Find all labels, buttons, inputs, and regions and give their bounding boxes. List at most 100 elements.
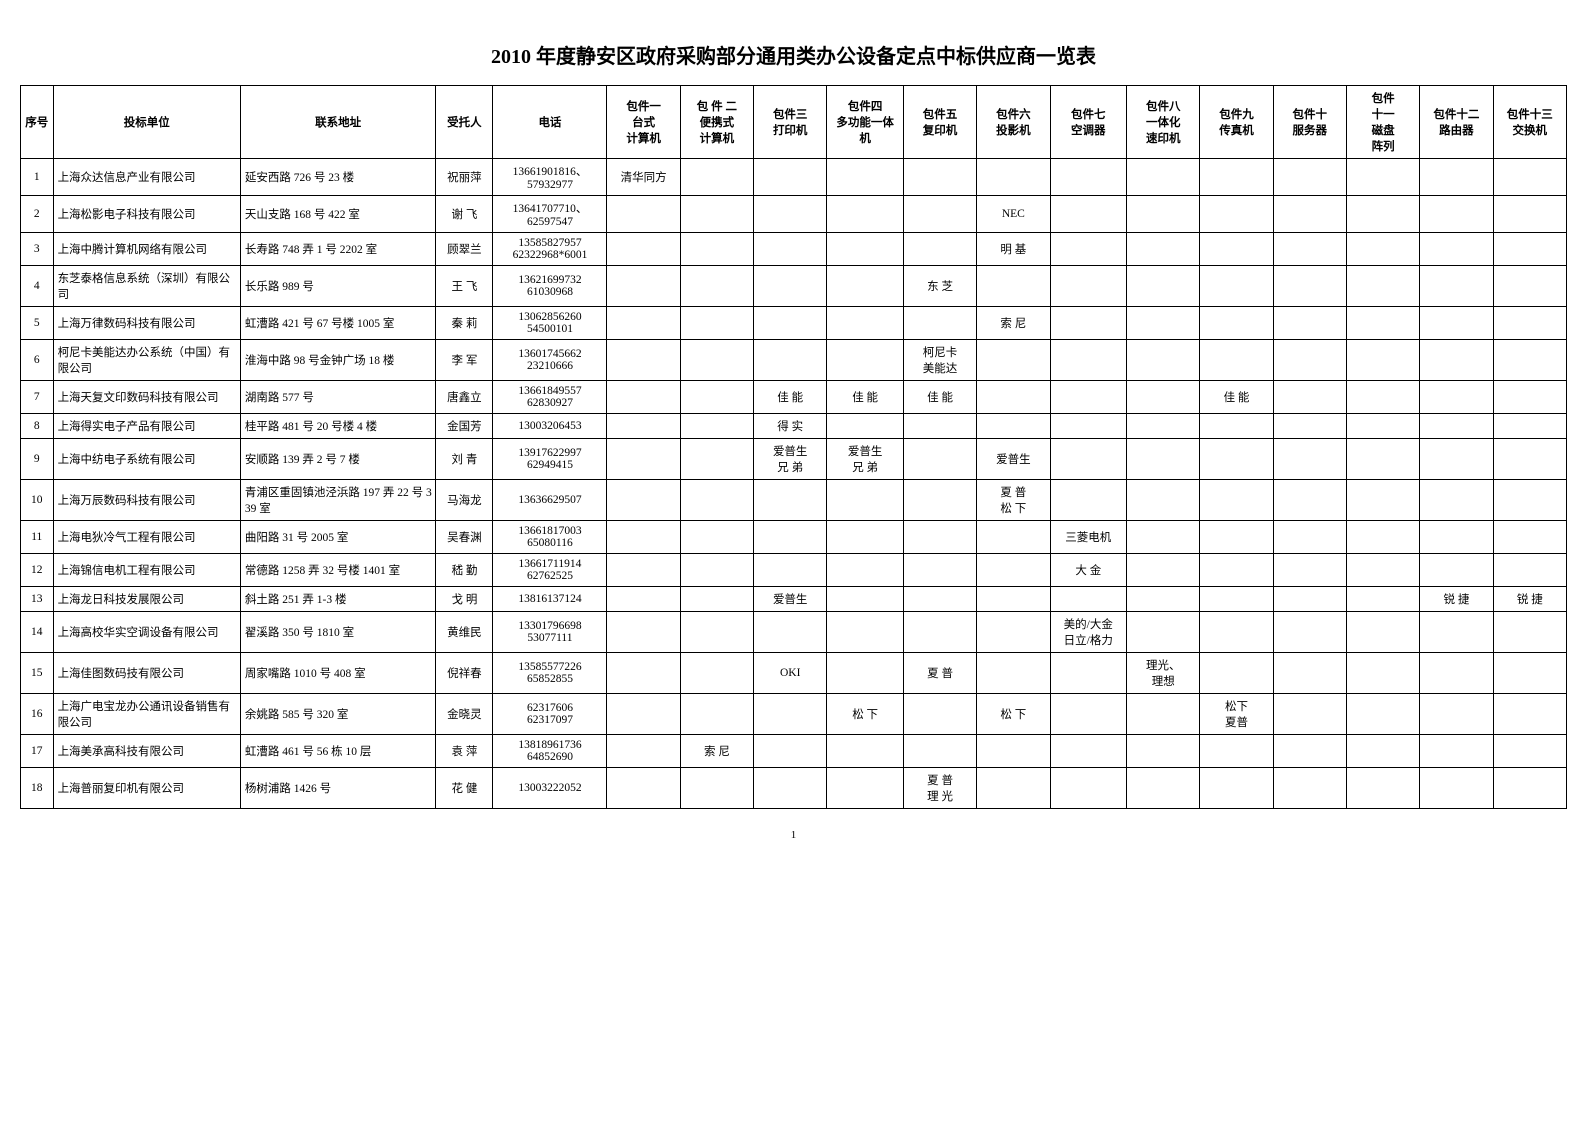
cell-c7 [1050, 735, 1127, 768]
cell-c9 [1200, 233, 1273, 266]
cell-c9 [1200, 587, 1273, 612]
cell-c8 [1127, 159, 1200, 196]
cell-person: 王 飞 [436, 266, 493, 307]
cell-c1 [607, 307, 680, 340]
th-c9: 包件九传真机 [1200, 86, 1273, 159]
cell-unit: 上海松影电子科技有限公司 [53, 196, 240, 233]
cell-c7: 三菱电机 [1050, 521, 1127, 554]
cell-c12 [1420, 266, 1493, 307]
cell-c10 [1273, 768, 1346, 809]
cell-c5 [903, 414, 976, 439]
cell-c11 [1346, 587, 1419, 612]
cell-c10 [1273, 381, 1346, 414]
cell-c8 [1127, 521, 1200, 554]
cell-c3: 爱普生兄 弟 [754, 439, 827, 480]
cell-c13 [1493, 266, 1566, 307]
cell-c11 [1346, 340, 1419, 381]
cell-addr: 周家嘴路 1010 号 408 室 [240, 653, 436, 694]
cell-c13 [1493, 735, 1566, 768]
cell-c13 [1493, 554, 1566, 587]
cell-c9 [1200, 554, 1273, 587]
cell-c13: 锐 捷 [1493, 587, 1566, 612]
cell-addr: 斜土路 251 弄 1-3 楼 [240, 587, 436, 612]
cell-c9: 佳 能 [1200, 381, 1273, 414]
cell-c13 [1493, 521, 1566, 554]
cell-c1 [607, 612, 680, 653]
cell-c3 [754, 521, 827, 554]
cell-c4 [827, 233, 904, 266]
cell-unit: 上海中纺电子系统有限公司 [53, 439, 240, 480]
cell-person: 唐鑫立 [436, 381, 493, 414]
cell-c13 [1493, 340, 1566, 381]
cell-person: 秦 莉 [436, 307, 493, 340]
cell-c6: 夏 普松 下 [977, 480, 1050, 521]
cell-c4 [827, 521, 904, 554]
th-c12: 包件十二路由器 [1420, 86, 1493, 159]
th-c7: 包件七空调器 [1050, 86, 1127, 159]
cell-person: 谢 飞 [436, 196, 493, 233]
cell-c6 [977, 340, 1050, 381]
cell-person: 倪祥春 [436, 653, 493, 694]
cell-unit: 上海美承高科技有限公司 [53, 735, 240, 768]
cell-c12: 锐 捷 [1420, 587, 1493, 612]
table-row: 4东芝泰格信息系统（深圳）有限公司长乐路 989 号王 飞13621699732… [21, 266, 1567, 307]
table-row: 10上海万辰数码科技有限公司青浦区重固镇池泾浜路 197 弄 22 号 339 … [21, 480, 1567, 521]
cell-c9 [1200, 340, 1273, 381]
cell-addr: 湖南路 577 号 [240, 381, 436, 414]
cell-phone: 1366181700365080116 [493, 521, 607, 554]
cell-c13 [1493, 694, 1566, 735]
cell-c3: 佳 能 [754, 381, 827, 414]
cell-c9 [1200, 439, 1273, 480]
cell-c2 [680, 233, 753, 266]
cell-c1 [607, 266, 680, 307]
cell-c5: 夏 普 [903, 653, 976, 694]
cell-c11 [1346, 554, 1419, 587]
cell-seq: 10 [21, 480, 54, 521]
cell-c3 [754, 768, 827, 809]
cell-c1 [607, 521, 680, 554]
table-row: 9上海中纺电子系统有限公司安顺路 139 弄 2 号 7 楼刘 青1391762… [21, 439, 1567, 480]
cell-c8 [1127, 735, 1200, 768]
th-unit: 投标单位 [53, 86, 240, 159]
cell-c5 [903, 694, 976, 735]
cell-c13 [1493, 196, 1566, 233]
cell-c11 [1346, 612, 1419, 653]
cell-c5: 夏 普理 光 [903, 768, 976, 809]
cell-c6: NEC [977, 196, 1050, 233]
th-seq: 序号 [21, 86, 54, 159]
th-c1: 包件一台式计算机 [607, 86, 680, 159]
cell-c2 [680, 653, 753, 694]
cell-c12 [1420, 159, 1493, 196]
cell-c5 [903, 480, 976, 521]
cell-seq: 17 [21, 735, 54, 768]
cell-c12 [1420, 414, 1493, 439]
cell-addr: 长寿路 748 弄 1 号 2202 室 [240, 233, 436, 266]
cell-person: 马海龙 [436, 480, 493, 521]
cell-c10 [1273, 521, 1346, 554]
cell-c2 [680, 694, 753, 735]
cell-c3 [754, 480, 827, 521]
table-row: 17上海美承高科技有限公司虹漕路 461 号 56 栋 10 层袁 萍13818… [21, 735, 1567, 768]
cell-c10 [1273, 233, 1346, 266]
cell-unit: 上海中腾计算机网络有限公司 [53, 233, 240, 266]
cell-c3 [754, 554, 827, 587]
cell-c1 [607, 340, 680, 381]
cell-c11 [1346, 233, 1419, 266]
cell-seq: 7 [21, 381, 54, 414]
cell-c6: 爱普生 [977, 439, 1050, 480]
cell-unit: 上海锦信电机工程有限公司 [53, 554, 240, 587]
cell-c3: 爱普生 [754, 587, 827, 612]
cell-c10 [1273, 735, 1346, 768]
th-c5: 包件五复印机 [903, 86, 976, 159]
cell-c10 [1273, 307, 1346, 340]
cell-person: 刘 青 [436, 439, 493, 480]
cell-c5: 东 芝 [903, 266, 976, 307]
th-person: 受托人 [436, 86, 493, 159]
cell-c12 [1420, 340, 1493, 381]
cell-c8 [1127, 480, 1200, 521]
cell-c12 [1420, 694, 1493, 735]
cell-c9 [1200, 414, 1273, 439]
cell-c4: 松 下 [827, 694, 904, 735]
cell-c1 [607, 768, 680, 809]
cell-c9 [1200, 735, 1273, 768]
